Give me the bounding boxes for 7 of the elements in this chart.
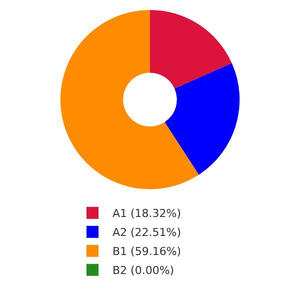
legend-label: A2 (22.51%) <box>112 226 182 240</box>
legend-label: B2 (0.00%) <box>112 264 174 278</box>
donut-slice <box>164 63 240 175</box>
legend-label: A1 (18.32%) <box>112 207 182 220</box>
legend-label: B1 (59.16%) <box>112 245 182 258</box>
donut-slice <box>150 10 232 89</box>
donut-slice <box>60 10 199 190</box>
